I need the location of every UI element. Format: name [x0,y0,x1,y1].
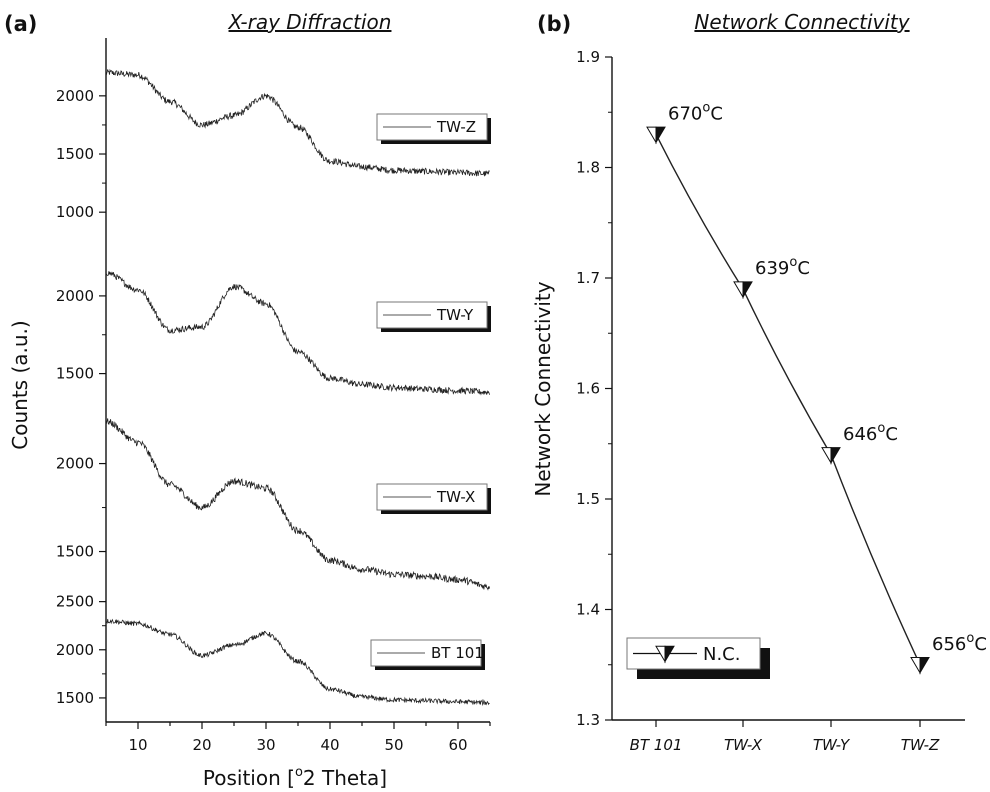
panel-a-y-tick-label: 1000 [56,203,94,221]
panel-a-y-tick-label: 1500 [56,543,94,561]
marker-left-half [646,126,657,145]
panel-a-y-tick-label: 2000 [56,87,94,105]
panel-a-y-tick-label: 1500 [56,365,94,383]
marker-right-half [655,126,666,145]
panel-a-y-tick-label: 1500 [56,689,94,707]
panel-a-y-tick-label: 2000 [56,455,94,473]
legend-label-tw-z: TW-Z [436,118,476,136]
panel-a-y-tick-label: 2500 [56,593,94,611]
temperature-label: 656oC [932,631,987,655]
xrd-pattern-bt-101 [105,618,490,707]
legend-label-bt-101: BT 101 [431,644,484,662]
xrd-pattern-tw-x [105,418,490,591]
panel-a-title: X-ray Diffraction [228,10,392,34]
panel-b-y-axis-label: Network Connectivity [531,281,555,496]
panel-b-y-tick-label: 1.4 [576,601,600,619]
nc-legend-marker [655,645,675,664]
temperature-label: 639oC [755,255,810,279]
panel-b-y-tick-label: 1.5 [576,490,600,508]
legend-label-tw-x: TW-X [436,488,475,506]
temperature-label: 670oC [668,100,723,124]
panel-a-x-tick-label: 30 [256,736,275,754]
panel-b-x-tick-label: BT 101 [630,736,683,754]
panel-a-x-tick-label: 20 [192,736,211,754]
panel-b-x-tick-label: TW-X [724,736,763,754]
panel-b-x-tick-label: TW-Y [813,736,851,754]
nc-point-tw-y [821,447,841,465]
panel-a-y-tick-label: 2000 [56,287,94,305]
marker-left-half [821,447,832,465]
marker-right-half [664,645,675,664]
panel-a-y-axis-label: Counts (a.u.) [8,320,32,449]
panel-b-title: Network Connectivity [694,10,910,34]
panel-b-connectivity-chart: 1.3 1.4 1.5 1.6 1.7 1.8 1.9 BT 101 TW-X TW-Y TW-Z 6… [576,48,987,754]
temperature-label: 646oC [843,421,898,445]
nc-legend-label: N.C. [703,644,740,665]
panel-a-x-axis-label: Position [o2 Theta] [203,765,387,790]
panel-b-y-tick-label: 1.6 [576,380,600,398]
legend-box-tw-y [376,301,488,329]
panel-b-y-tick-label: 1.9 [576,48,600,66]
marker-right-half [742,281,753,299]
panel-a-x-tick-label: 10 [128,736,147,754]
nc-series-line [655,134,921,666]
panel-a-y-tick-label: 2000 [56,641,94,659]
panel-b-letter: (b) [537,12,571,36]
nc-point-tw-x [733,281,753,299]
marker-right-half [919,657,930,675]
marker-left-half [733,281,744,299]
nc-point-bt-101 [646,126,666,145]
panel-a-letter: (a) [4,12,37,36]
marker-left-half [910,657,921,675]
panel-a-x-tick-label: 60 [448,736,467,754]
panel-a-x-tick-label: 40 [320,736,339,754]
panel-b-y-tick-label: 1.8 [576,159,600,177]
panel-b-y-tick-label: 1.3 [576,711,600,729]
panel-a-y-tick-label: 1500 [56,145,94,163]
panel-b-x-tick-label: TW-Z [901,736,940,754]
legend-label-tw-y: TW-Y [436,306,474,324]
xrd-pattern-tw-z [105,68,490,177]
marker-right-half [830,447,841,465]
panel-a-xrd-chart: 10 20 30 40 50 60 2000 1500 1000 TW-Z 2000 1500 TW-Y… [56,38,491,754]
panel-b-y-tick-label: 1.7 [576,269,600,287]
nc-point-tw-z [910,657,930,675]
panel-a-x-tick-label: 50 [384,736,403,754]
xrd-pattern-tw-y [105,271,490,396]
